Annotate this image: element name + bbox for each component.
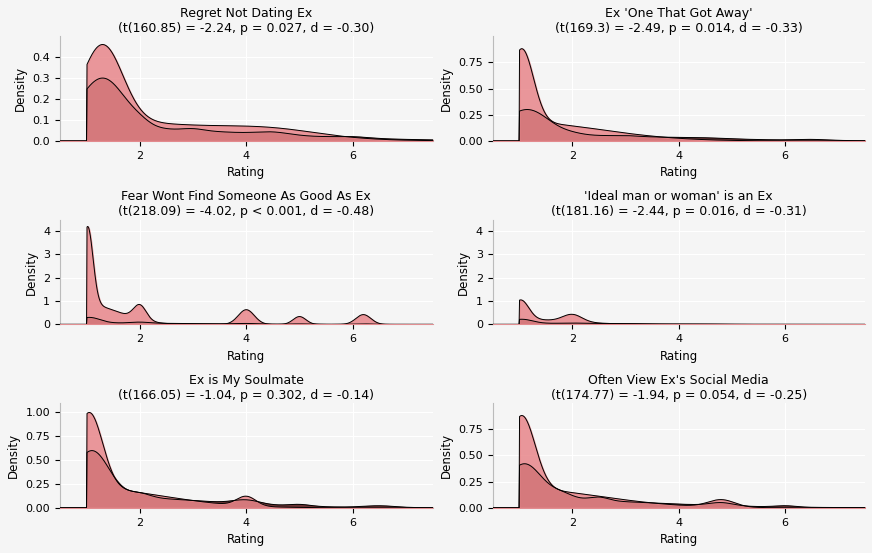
Title: Regret Not Dating Ex
(t(160.85) = -2.24, p = 0.027, d = -0.30): Regret Not Dating Ex (t(160.85) = -2.24,… (118, 7, 374, 35)
Y-axis label: Density: Density (14, 66, 27, 111)
Title: 'Ideal man or woman' is an Ex
(t(181.16) = -2.44, p = 0.016, d = -0.31): 'Ideal man or woman' is an Ex (t(181.16)… (551, 190, 807, 218)
Title: Ex 'One That Got Away'
(t(169.3) = -2.49, p = 0.014, d = -0.33): Ex 'One That Got Away' (t(169.3) = -2.49… (555, 7, 802, 35)
X-axis label: Rating: Rating (227, 166, 265, 179)
X-axis label: Rating: Rating (227, 533, 265, 546)
Y-axis label: Density: Density (7, 433, 20, 478)
Y-axis label: Density: Density (439, 433, 453, 478)
Y-axis label: Density: Density (24, 249, 37, 295)
Y-axis label: Density: Density (457, 249, 470, 295)
Title: Fear Wont Find Someone As Good As Ex
(t(218.09) = -4.02, p < 0.001, d = -0.48): Fear Wont Find Someone As Good As Ex (t(… (119, 190, 374, 218)
Title: Ex is My Soulmate
(t(166.05) = -1.04, p = 0.302, d = -0.14): Ex is My Soulmate (t(166.05) = -1.04, p … (119, 374, 374, 402)
X-axis label: Rating: Rating (659, 349, 698, 363)
Title: Often View Ex's Social Media
(t(174.77) = -1.94, p = 0.054, d = -0.25): Often View Ex's Social Media (t(174.77) … (550, 374, 807, 402)
X-axis label: Rating: Rating (659, 166, 698, 179)
X-axis label: Rating: Rating (659, 533, 698, 546)
Y-axis label: Density: Density (439, 66, 453, 111)
X-axis label: Rating: Rating (227, 349, 265, 363)
